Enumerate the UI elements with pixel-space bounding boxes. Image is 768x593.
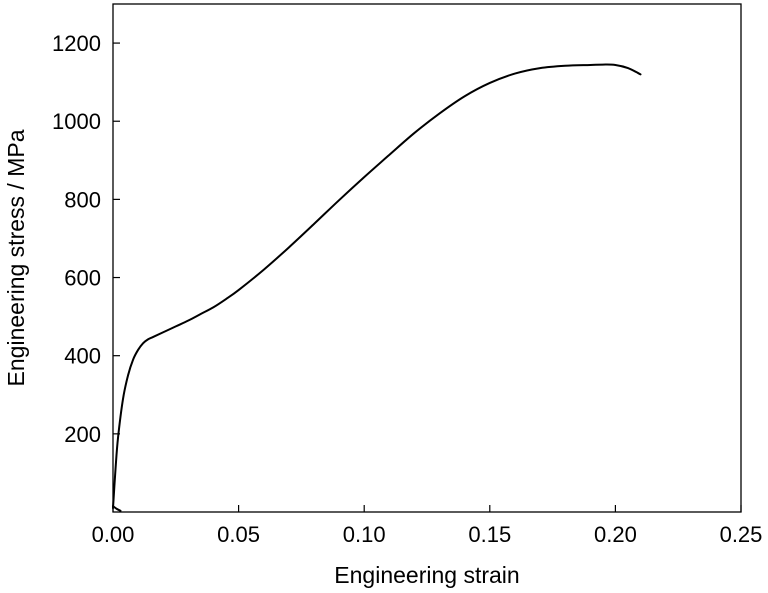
x-axis: 0.00 0.05 0.10 0.15 0.20 0.25: [92, 505, 763, 547]
unloading-tail-line: [112, 505, 122, 512]
plot-frame: [112, 3, 742, 513]
x-tick-label: 0.10: [343, 522, 386, 547]
plot-area: [112, 3, 742, 513]
x-tick-label: 0.05: [217, 522, 260, 547]
stress-strain-curve: [112, 63, 642, 510]
y-axis-label: Engineering stress / MPa: [3, 129, 29, 386]
series-layer: [112, 63, 642, 512]
x-tick-label: 0.25: [720, 522, 763, 547]
y-tick-label: 600: [64, 266, 101, 291]
y-tick-label: 1200: [52, 31, 101, 56]
y-tick-label: 1000: [52, 109, 101, 134]
y-tick-label: 200: [64, 422, 101, 447]
x-tick-label: 0.20: [594, 522, 637, 547]
x-axis-label: Engineering strain: [334, 562, 519, 588]
x-tick-label: 0.15: [468, 522, 511, 547]
y-tick-label: 400: [64, 344, 101, 369]
y-tick-label: 800: [64, 187, 101, 212]
x-tick-label: 0.00: [92, 522, 135, 547]
y-axis: 200 400 600 800 1000 1200: [52, 31, 120, 447]
